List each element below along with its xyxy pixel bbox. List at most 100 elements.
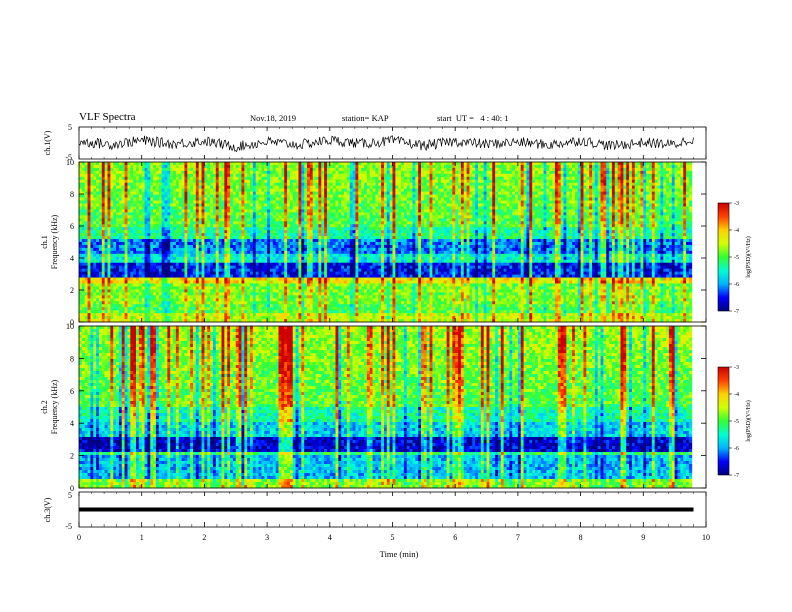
- spectrogram-cell: [649, 186, 652, 189]
- spectrogram-cell: [469, 206, 472, 209]
- spectrogram-cell: [518, 189, 521, 192]
- spectrogram-cell: [170, 165, 173, 168]
- spectrogram-cell: [595, 221, 598, 224]
- spectrogram-cell: [279, 186, 282, 189]
- spectrogram-cell: [535, 171, 538, 174]
- spectrogram-cell: [495, 195, 498, 198]
- spectrogram-cell: [558, 174, 561, 177]
- spectrogram-cell: [142, 165, 145, 168]
- spectrogram-cell: [404, 195, 407, 198]
- spectrogram-cell: [501, 168, 504, 171]
- spectrogram-cell: [284, 215, 287, 218]
- spectrogram-cell: [626, 183, 629, 186]
- spectrogram-cell: [355, 174, 358, 177]
- spectrogram-cell: [555, 224, 558, 227]
- spectrogram-cell: [333, 180, 336, 183]
- spectrogram-cell: [658, 165, 661, 168]
- spectrogram-cell: [276, 180, 279, 183]
- spectrogram-cell: [159, 186, 162, 189]
- spectrogram-cell: [239, 180, 242, 183]
- spectrogram-cell: [93, 162, 96, 165]
- spectrogram-cell: [90, 209, 93, 212]
- spectrogram-cell: [199, 183, 202, 186]
- spectrogram-cell: [529, 177, 532, 180]
- spectrogram-cell: [564, 212, 567, 215]
- spectrogram-cell: [663, 180, 666, 183]
- spectrogram-cell: [401, 215, 404, 218]
- spectrogram-cell: [122, 209, 125, 212]
- spectrogram-cell: [145, 227, 148, 230]
- spectrogram-cell: [139, 174, 142, 177]
- spectrogram-cell: [199, 218, 202, 221]
- spectrogram-cell: [321, 224, 324, 227]
- spectrogram-cell: [125, 209, 128, 212]
- spectrogram-cell: [85, 174, 88, 177]
- spectrogram-cell: [184, 186, 187, 189]
- spectrogram-cell: [239, 192, 242, 195]
- spectrogram-cell: [412, 218, 415, 221]
- spectrogram-cell: [93, 168, 96, 171]
- spectrogram-cell: [156, 227, 159, 230]
- spectrogram-cell: [293, 215, 296, 218]
- spectrogram-cell: [307, 212, 310, 215]
- spectrogram-cell: [179, 165, 182, 168]
- spectrogram-cell: [561, 198, 564, 201]
- spectrogram-cell: [321, 189, 324, 192]
- spectrogram-cell: [655, 198, 658, 201]
- spectrogram-cell: [298, 215, 301, 218]
- spectrogram-cell: [233, 227, 236, 230]
- spectrogram-cell: [387, 224, 390, 227]
- spectrogram-cell: [432, 168, 435, 171]
- spectrogram-cell: [108, 177, 111, 180]
- spectrogram-cell: [361, 218, 364, 221]
- spectrogram-cell: [264, 218, 267, 221]
- spectrogram-cell: [244, 177, 247, 180]
- spectrogram-cell: [407, 209, 410, 212]
- spectrogram-cell: [384, 162, 387, 165]
- spectrogram-cell: [404, 180, 407, 183]
- spectrogram-cell: [370, 224, 373, 227]
- spectrogram-cell: [287, 195, 290, 198]
- spectrogram-cell: [259, 168, 262, 171]
- spectrogram-cell: [421, 209, 424, 212]
- spectrogram-cell: [558, 192, 561, 195]
- spectrogram-cell: [390, 174, 393, 177]
- spectrogram-cell: [127, 224, 130, 227]
- spectrogram-cell: [418, 218, 421, 221]
- spectrogram-cell: [549, 162, 552, 165]
- spectrogram-cell: [658, 168, 661, 171]
- spectrogram-cell: [150, 165, 153, 168]
- spectrogram-cell: [79, 198, 82, 201]
- spectrogram-cell: [133, 180, 136, 183]
- spectrogram-cell: [660, 218, 663, 221]
- spectrogram-cell: [310, 206, 313, 209]
- spectrogram-cell: [110, 227, 113, 230]
- spectrogram-cell: [227, 218, 230, 221]
- spectrogram-cell: [498, 221, 501, 224]
- spectrogram-cell: [652, 198, 655, 201]
- spectrogram-cell: [202, 206, 205, 209]
- spectrogram-cell: [96, 201, 99, 204]
- spectrogram-cell: [566, 165, 569, 168]
- spectrogram-cell: [583, 209, 586, 212]
- spectrogram-cell: [199, 198, 202, 201]
- spectrogram-cell: [333, 195, 336, 198]
- spectrogram-cell: [108, 168, 111, 171]
- spectrogram-cell: [549, 209, 552, 212]
- spectrogram-cell: [612, 180, 615, 183]
- spectrogram-cell: [179, 203, 182, 206]
- spectrogram-cell: [165, 218, 168, 221]
- spectrogram-cell: [330, 174, 333, 177]
- spectrogram-cell: [224, 180, 227, 183]
- spectrogram-cell: [518, 174, 521, 177]
- spectrogram-cell: [447, 183, 450, 186]
- spectrogram-cell: [660, 180, 663, 183]
- spectrogram-cell: [609, 206, 612, 209]
- spectrogram-cell: [564, 201, 567, 204]
- spectrogram-cell: [219, 206, 222, 209]
- spectrogram-cell: [304, 221, 307, 224]
- spectrogram-cell: [635, 201, 638, 204]
- spectrogram-cell: [176, 180, 179, 183]
- spectrogram-cell: [441, 174, 444, 177]
- spectrogram-cell: [569, 201, 572, 204]
